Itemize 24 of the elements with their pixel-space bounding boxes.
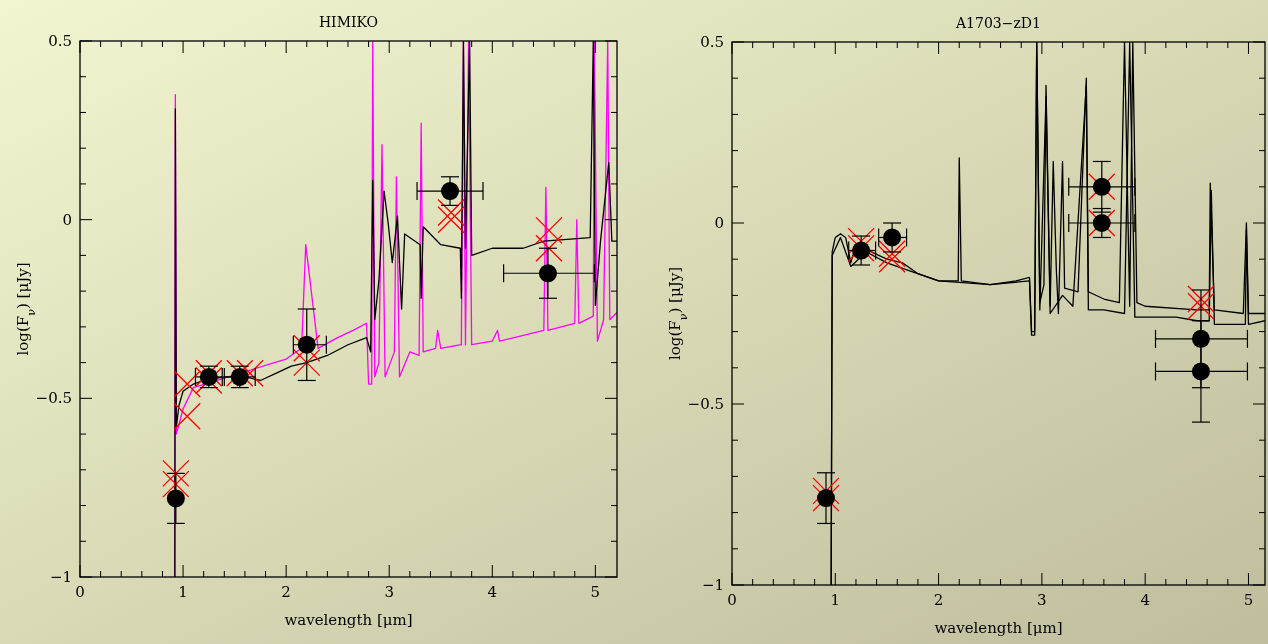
chart-title: A1703−zD1 — [955, 15, 1041, 31]
x-axis-title: wavelength [μm] — [934, 619, 1063, 637]
x-tick-label: 3 — [1037, 591, 1047, 609]
y-tick-label: 0.5 — [48, 32, 72, 50]
x-tick-label: 5 — [1243, 591, 1254, 609]
y-tick-label: 0 — [714, 214, 724, 232]
x-tick-label: 1 — [830, 591, 841, 609]
x-tick-label: 5 — [590, 583, 601, 601]
x-tick-label: 3 — [384, 583, 394, 601]
x-tick-label: 1 — [178, 583, 188, 601]
y-tick-label: −1 — [701, 576, 724, 594]
x-tick-label: 4 — [487, 583, 498, 601]
chart-title: HIMIKO — [318, 14, 379, 30]
x-tick-label: 4 — [1140, 591, 1150, 609]
x-tick-label: 2 — [281, 583, 291, 601]
x-tick-label: 0 — [727, 591, 737, 609]
y-tick-label: 0 — [62, 210, 72, 229]
y-tick-label: −0.5 — [35, 389, 72, 408]
x-tick-label: 0 — [75, 583, 85, 601]
y-tick-label: −1 — [49, 568, 72, 586]
y-tick-label: 0.5 — [700, 33, 724, 51]
x-tick-label: 2 — [933, 591, 944, 609]
x-axis-title: wavelength [μm] — [284, 611, 413, 629]
y-tick-label: −0.5 — [687, 395, 724, 413]
